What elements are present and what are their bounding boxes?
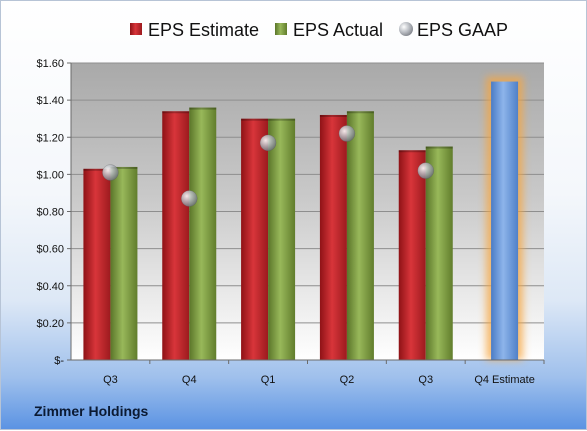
grid-lines xyxy=(71,62,544,324)
legend-swatch-eps-gaap xyxy=(399,22,413,36)
eps-actual-bar-cap xyxy=(110,166,138,169)
eps-actual-bar-cap xyxy=(346,111,374,114)
legend-swatch-eps-estimate xyxy=(130,23,142,35)
y-tick-label: $1.00 xyxy=(36,169,64,181)
q4-estimate-bar xyxy=(491,81,519,360)
eps-estimate-bar xyxy=(319,114,347,360)
eps-estimate-bar xyxy=(83,168,111,360)
eps-actual-bar xyxy=(346,111,374,360)
eps-gaap-marker xyxy=(338,125,356,142)
x-tick-label: Q3 xyxy=(418,374,433,386)
legend-label-eps-gaap: EPS GAAP xyxy=(417,20,508,40)
eps-estimate-bar-cap xyxy=(398,150,426,153)
x-axis: Q3 Q4 Q1 Q2 Q3 Q4 Estimate xyxy=(103,360,545,386)
eps-estimate-bar xyxy=(398,150,426,360)
bars xyxy=(83,76,524,360)
eps-estimate-bar-cap xyxy=(83,168,111,171)
legend: EPS Estimate EPS Actual EPS GAAP xyxy=(130,20,508,40)
eps-gaap-marker xyxy=(102,164,119,181)
eps-actual-bar xyxy=(425,146,453,360)
x-tick-label: Q4 Estimate xyxy=(474,374,535,386)
eps-gaap-marker xyxy=(417,162,434,179)
eps-estimate-bar-cap xyxy=(319,114,347,117)
company-name: Zimmer Holdings xyxy=(34,403,149,419)
eps-estimate-bar xyxy=(162,111,190,360)
y-tick-label: $1.20 xyxy=(36,132,64,144)
y-tick-label: $1.60 xyxy=(36,58,64,70)
eps-gaap-marker xyxy=(259,134,277,152)
y-tick-label: $0.20 xyxy=(36,318,64,330)
y-tick-label: $- xyxy=(54,355,64,367)
eps-estimate-bar xyxy=(241,118,269,360)
eps-actual-bar-cap xyxy=(425,146,453,149)
eps-estimate-bar-cap xyxy=(241,118,269,121)
x-tick-label: Q3 xyxy=(103,374,118,386)
y-axis: $- $0.20 $0.40 $0.60 $0.80 $1.00 $1.20 $1.40 $1.… xyxy=(36,58,71,367)
legend-swatch-eps-actual xyxy=(275,23,287,35)
y-tick-label: $0.80 xyxy=(36,207,64,219)
x-tick-label: Q2 xyxy=(340,374,355,386)
x-tick-label: Q4 xyxy=(182,374,197,386)
eps-actual-bar xyxy=(189,107,217,360)
eps-actual-bar-cap xyxy=(268,118,296,121)
y-tick-label: $0.40 xyxy=(36,281,64,293)
eps-estimate-bar-cap xyxy=(162,111,190,114)
gaap-markers xyxy=(102,125,434,207)
eps-actual-bar xyxy=(110,166,138,360)
eps-actual-bar xyxy=(268,118,296,360)
eps-actual-bar-cap xyxy=(189,107,217,110)
legend-label-eps-actual: EPS Actual xyxy=(293,20,383,40)
x-tick-label: Q1 xyxy=(261,374,276,386)
eps-gaap-marker xyxy=(181,190,198,207)
y-tick-label: $0.60 xyxy=(36,244,64,256)
legend-label-eps-estimate: EPS Estimate xyxy=(148,20,259,40)
y-tick-label: $1.40 xyxy=(36,95,64,107)
